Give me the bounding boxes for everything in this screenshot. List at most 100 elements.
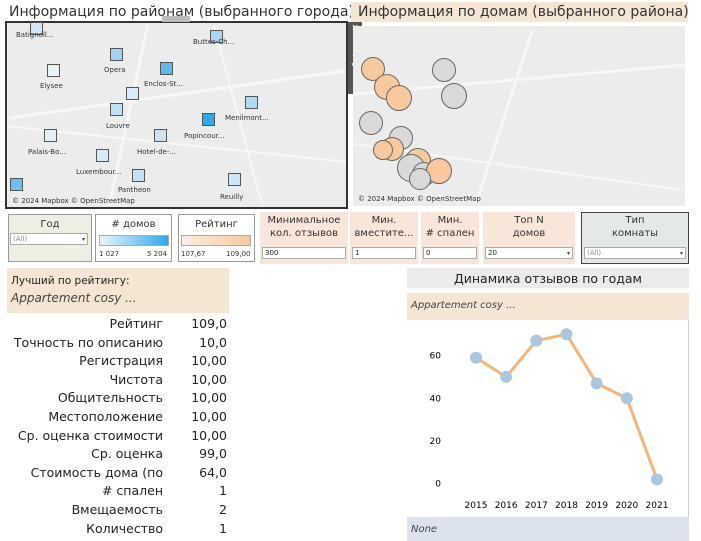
- district-square[interactable]: [10, 178, 23, 191]
- district-label: Luxembour...: [76, 168, 122, 176]
- district-square[interactable]: [154, 129, 167, 142]
- x-tick-label: 2020: [615, 501, 638, 511]
- district-square[interactable]: [96, 149, 109, 162]
- x-tick-label: 2015: [465, 501, 488, 511]
- rating-gradient: [181, 235, 251, 246]
- x-tick-label: 2018: [555, 501, 578, 511]
- kpi-label: # спален: [101, 483, 163, 499]
- kpi-value: 1: [219, 483, 227, 499]
- rating-min: 107,67: [181, 250, 206, 258]
- district-map[interactable]: [7, 23, 346, 207]
- kpi-row: Ср. оценка 99,0: [0, 446, 235, 464]
- kpi-label: Вмещаемость: [71, 502, 163, 517]
- house-panel-header: [351, 2, 688, 22]
- kpi-label: Стоимость дома (по: [30, 464, 163, 480]
- dynamics-title-box: [407, 268, 689, 288]
- series-line: [475, 332, 659, 480]
- year-filter-label: Год: [40, 219, 60, 230]
- house-circle[interactable]: [409, 168, 431, 190]
- district-square[interactable]: [160, 62, 173, 75]
- district-square[interactable]: [132, 169, 145, 182]
- houses-legend-label: # домов: [111, 219, 156, 230]
- min-capacity-label: Мин. вместите...: [354, 215, 414, 239]
- district-square[interactable]: [47, 64, 60, 77]
- district-panel-title: Информация по районам (выбранного города…: [9, 4, 354, 20]
- house-circle[interactable]: [441, 83, 467, 109]
- data-point[interactable]: [590, 377, 603, 390]
- kpi-value: 2: [219, 502, 227, 517]
- house-circle[interactable]: [359, 111, 383, 135]
- kpi-value: 10,00: [191, 353, 227, 369]
- district-square[interactable]: [110, 48, 123, 61]
- rating-max: 109,00: [226, 250, 251, 258]
- district-square[interactable]: [228, 173, 241, 186]
- kpi-row: Регистрация 10,00: [0, 353, 235, 371]
- district-label: Palais-Bo...: [28, 148, 66, 156]
- house-circle[interactable]: [432, 58, 456, 82]
- district-label: Popincour...: [184, 132, 225, 140]
- x-tick-label: 2017: [525, 501, 548, 511]
- kpi-row: Количество 1: [0, 521, 235, 539]
- data-point[interactable]: [530, 334, 543, 347]
- house-panel-title: Информация по домам (выбранного района): [358, 4, 689, 20]
- min-reviews-input[interactable]: 300: [262, 247, 346, 259]
- houses-gradient: [99, 235, 169, 246]
- kpi-label: Рейтинг: [109, 316, 164, 331]
- kpi-value: 99,0: [199, 446, 227, 462]
- kpi-row: Ср. оценка стоимости 10,00: [0, 428, 235, 446]
- house-map-attribution: © 2024 Mapbox © OpenStreetMap: [358, 195, 481, 203]
- year-dropdown[interactable]: (All) ▾: [10, 233, 88, 245]
- min-bedrooms-input[interactable]: 0: [423, 247, 477, 259]
- data-point[interactable]: [620, 392, 633, 405]
- kpi-row: Точность по описанию 10,0: [0, 335, 235, 353]
- houses-min: 1 027: [99, 250, 120, 258]
- district-square[interactable]: [210, 30, 223, 43]
- kpi-value: 10,00: [191, 390, 227, 406]
- district-square[interactable]: [110, 103, 123, 116]
- kpi-label: Чистота: [109, 371, 163, 387]
- district-label: Menilmont...: [225, 114, 269, 122]
- district-square[interactable]: [30, 22, 43, 35]
- data-point[interactable]: [560, 328, 573, 341]
- kpi-row: Общительность 10,00: [0, 390, 235, 408]
- data-point[interactable]: [651, 473, 663, 486]
- room-type-dropdown[interactable]: (All) ▾: [584, 247, 686, 259]
- top-n-dropdown[interactable]: 20 ▾: [485, 247, 573, 259]
- kpi-label: Количество: [86, 520, 163, 536]
- district-label: Batignoll...: [16, 31, 54, 39]
- district-square[interactable]: [44, 129, 57, 142]
- district-label: Louvre: [106, 122, 130, 130]
- district-label: Buttes-Ch...: [193, 38, 235, 46]
- y-tick-label: 0: [435, 480, 441, 490]
- y-tick-label: 60: [430, 352, 442, 362]
- kpi-value: 64,0: [199, 464, 227, 480]
- footer-box: [407, 517, 689, 541]
- min-capacity-input[interactable]: 1: [352, 247, 416, 259]
- district-square[interactable]: [202, 113, 215, 126]
- house-circle[interactable]: [386, 85, 412, 111]
- grip-handle[interactable]: [162, 16, 190, 22]
- district-map-attribution: © 2024 Mapbox © OpenStreetMap: [12, 197, 135, 205]
- x-tick-label: 2021: [646, 501, 669, 511]
- kpi-value: 10,00: [191, 427, 227, 443]
- kpi-value: 10,00: [191, 409, 227, 424]
- series-header-box: [407, 293, 689, 320]
- kpi-row: Стоимость дома (по 64,0: [0, 465, 235, 483]
- best-header-box: [7, 268, 229, 313]
- district-label: Pantheon: [118, 186, 151, 194]
- district-label: Opera: [104, 66, 126, 74]
- district-square[interactable]: [245, 96, 258, 109]
- best-header: Лучший по рейтингу:: [11, 275, 130, 287]
- houses-max: 5 204: [147, 250, 168, 258]
- data-point[interactable]: [500, 370, 513, 383]
- district-square[interactable]: [126, 87, 139, 100]
- kpi-row: Рейтинг 109,0: [0, 316, 235, 334]
- data-point[interactable]: [470, 351, 482, 364]
- footer-value: None: [411, 524, 438, 535]
- kpi-row: Местоположение 10,00: [0, 409, 235, 427]
- kpi-label: Ср. оценка: [91, 446, 163, 462]
- house-circle[interactable]: [373, 140, 393, 160]
- kpi-row: Чистота 10,00: [0, 372, 235, 390]
- y-tick-label: 40: [430, 394, 442, 404]
